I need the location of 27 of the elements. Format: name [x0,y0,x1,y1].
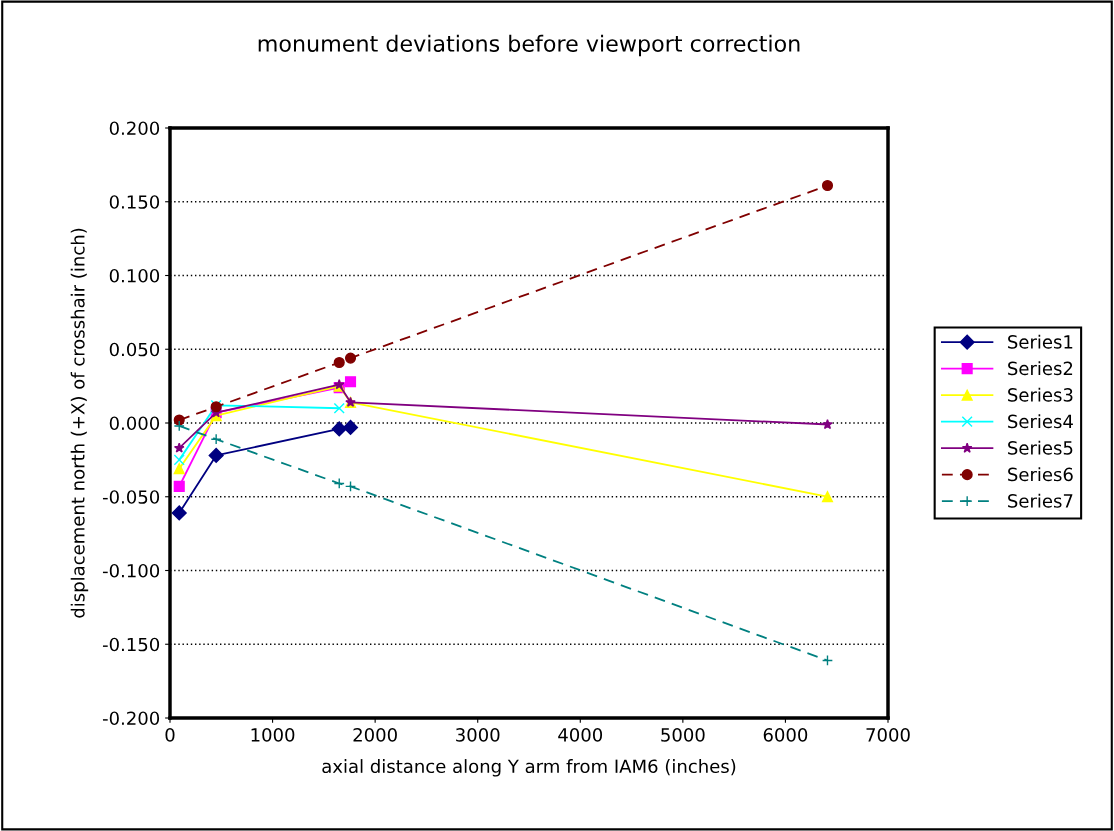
legend-label: Series6 [1008,467,1073,482]
chart-title: monument deviations before viewport correction [258,34,800,57]
y-tick-label: -0.050 [102,490,160,504]
x-tick-label: 5000 [661,728,705,742]
x-tick-label: 3000 [456,728,500,742]
x-axis-title: axial distance along Y arm from IAM6 (inches) [322,759,736,777]
x-tick-label: 7000 [866,728,910,742]
x-tick-label: 4000 [558,728,603,742]
y-tick-label: 0.100 [109,268,160,283]
y-tick-label: 0.200 [109,121,160,136]
y-tick-label: -0.200 [102,711,160,726]
x-tick-label: 2000 [353,728,397,742]
x-tick-label: 0 [165,728,175,742]
y-tick-label: -0.100 [102,563,160,578]
legend-label: Series2 [1008,361,1073,376]
y-tick-label: 0.000 [109,416,160,431]
legend-label: Series5 [1008,440,1073,455]
legend-label: Series3 [1008,387,1073,402]
x-tick-label: 1000 [251,728,295,742]
y-tick-label: 0.150 [109,195,160,209]
legend-label: Series1 [1008,334,1073,349]
x-tick-label: 6000 [763,728,808,742]
y-tick-label: -0.150 [102,637,160,652]
y-tick-label: 0.050 [109,342,160,357]
y-axis-title: displacement north (+X) of crosshair (inch) [70,228,89,618]
legend-label: Series7 [1008,493,1073,508]
legend-label: Series4 [1008,414,1073,429]
